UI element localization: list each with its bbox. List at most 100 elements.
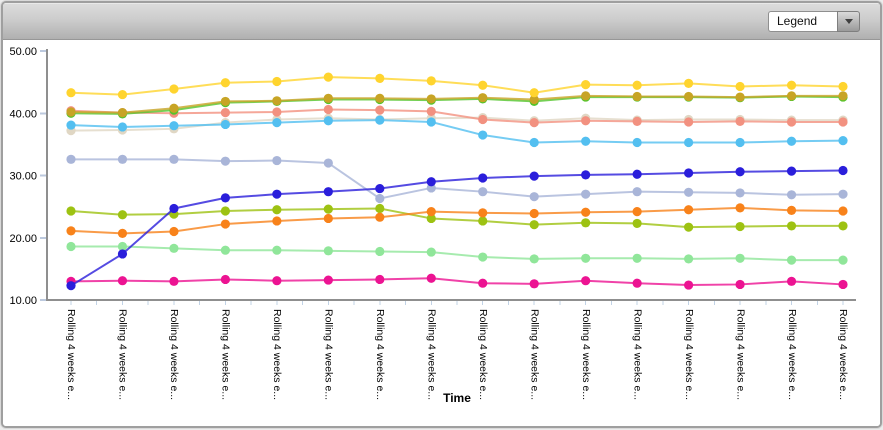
- data-point-light-green[interactable]: [478, 252, 488, 262]
- legend-dropdown[interactable]: Legend: [768, 11, 860, 32]
- data-point-royal-blue[interactable]: [581, 170, 591, 180]
- data-point-magenta[interactable]: [632, 278, 642, 288]
- data-point-sky-blue[interactable]: [786, 136, 797, 146]
- data-point-light-green[interactable]: [169, 243, 179, 253]
- data-point-steel-blue[interactable]: [632, 187, 642, 197]
- data-point-dark-gold[interactable]: [426, 94, 436, 104]
- data-point-sky-blue[interactable]: [426, 117, 436, 127]
- data-point-magenta[interactable]: [838, 279, 848, 290]
- data-point-sky-blue[interactable]: [220, 119, 230, 130]
- data-point-magenta[interactable]: [426, 273, 436, 283]
- data-point-olive-green[interactable]: [220, 206, 230, 216]
- data-point-royal-blue[interactable]: [117, 249, 128, 259]
- legend-dropdown-value[interactable]: Legend: [768, 11, 837, 32]
- data-point-olive-green[interactable]: [529, 220, 539, 230]
- data-point-royal-blue[interactable]: [272, 189, 282, 199]
- data-point-orange[interactable]: [272, 216, 282, 226]
- data-point-royal-blue[interactable]: [838, 165, 848, 176]
- data-point-magenta[interactable]: [272, 276, 282, 286]
- data-point-salmon[interactable]: [375, 105, 385, 115]
- data-point-salmon[interactable]: [838, 117, 848, 127]
- data-point-gold[interactable]: [117, 89, 128, 100]
- data-point-sky-blue[interactable]: [632, 137, 642, 148]
- data-point-magenta[interactable]: [169, 276, 179, 286]
- data-point-olive-green[interactable]: [375, 203, 385, 214]
- data-point-dark-gold[interactable]: [632, 91, 642, 102]
- data-point-gold[interactable]: [632, 80, 642, 90]
- data-point-steel-blue[interactable]: [684, 187, 694, 197]
- data-point-sky-blue[interactable]: [735, 137, 745, 148]
- data-point-dark-gold[interactable]: [220, 96, 230, 107]
- data-point-salmon[interactable]: [426, 106, 436, 116]
- data-point-light-green[interactable]: [272, 245, 282, 255]
- data-point-dark-gold[interactable]: [786, 91, 797, 101]
- data-point-gold[interactable]: [272, 76, 282, 87]
- data-point-gold[interactable]: [323, 72, 333, 82]
- data-point-olive-green[interactable]: [735, 221, 745, 232]
- data-point-steel-blue[interactable]: [220, 156, 230, 166]
- data-point-magenta[interactable]: [529, 279, 539, 289]
- data-point-sky-blue[interactable]: [375, 115, 385, 125]
- data-point-light-green[interactable]: [786, 255, 797, 265]
- data-point-orange[interactable]: [632, 207, 642, 217]
- data-point-dark-gold[interactable]: [117, 108, 128, 118]
- data-point-royal-blue[interactable]: [632, 169, 642, 179]
- data-point-magenta[interactable]: [735, 279, 745, 290]
- data-point-orange[interactable]: [220, 219, 230, 229]
- data-point-steel-blue[interactable]: [169, 154, 179, 164]
- data-point-light-green[interactable]: [117, 241, 128, 252]
- data-point-salmon[interactable]: [632, 116, 642, 126]
- data-point-light-green[interactable]: [375, 246, 385, 257]
- data-point-orange[interactable]: [66, 226, 76, 236]
- data-point-dark-gold[interactable]: [735, 92, 745, 102]
- data-point-royal-blue[interactable]: [169, 203, 179, 214]
- data-point-olive-green[interactable]: [684, 222, 694, 232]
- data-point-orange[interactable]: [735, 203, 745, 213]
- data-point-dark-gold[interactable]: [838, 91, 848, 101]
- data-point-steel-blue[interactable]: [838, 189, 848, 199]
- data-point-salmon[interactable]: [478, 114, 488, 125]
- data-point-light-green[interactable]: [426, 247, 436, 257]
- legend-dropdown-button[interactable]: [837, 11, 860, 32]
- data-point-steel-blue[interactable]: [375, 193, 385, 204]
- data-point-orange[interactable]: [117, 228, 128, 238]
- data-point-magenta[interactable]: [786, 276, 797, 286]
- data-point-light-green[interactable]: [735, 253, 745, 263]
- data-point-olive-green[interactable]: [632, 218, 642, 229]
- data-point-orange[interactable]: [684, 205, 694, 215]
- data-point-dark-gold[interactable]: [684, 91, 694, 102]
- data-point-steel-blue[interactable]: [66, 154, 76, 164]
- data-point-light-green[interactable]: [632, 253, 642, 263]
- data-point-olive-green[interactable]: [581, 218, 591, 228]
- data-point-orange[interactable]: [529, 208, 539, 219]
- data-point-royal-blue[interactable]: [323, 187, 333, 197]
- data-point-dark-gold[interactable]: [478, 93, 488, 103]
- data-point-royal-blue[interactable]: [66, 281, 76, 291]
- data-point-gold[interactable]: [735, 81, 745, 92]
- data-point-salmon[interactable]: [220, 108, 230, 118]
- data-point-steel-blue[interactable]: [529, 192, 539, 202]
- data-point-sky-blue[interactable]: [478, 130, 488, 140]
- data-point-steel-blue[interactable]: [323, 158, 333, 168]
- data-point-salmon[interactable]: [581, 116, 591, 126]
- data-point-magenta[interactable]: [375, 274, 385, 285]
- data-point-orange[interactable]: [838, 206, 848, 216]
- data-point-sky-blue[interactable]: [323, 116, 333, 126]
- data-point-light-green[interactable]: [220, 245, 230, 255]
- data-point-steel-blue[interactable]: [786, 190, 797, 200]
- data-point-gold[interactable]: [66, 88, 76, 98]
- data-point-gold[interactable]: [529, 88, 539, 98]
- data-point-salmon[interactable]: [529, 117, 539, 128]
- data-point-dark-gold[interactable]: [169, 103, 179, 113]
- data-point-gold[interactable]: [478, 80, 488, 90]
- data-point-orange[interactable]: [786, 205, 797, 215]
- data-point-olive-green[interactable]: [786, 221, 797, 231]
- data-point-olive-green[interactable]: [66, 206, 76, 216]
- data-point-royal-blue[interactable]: [684, 168, 694, 178]
- data-point-dark-gold[interactable]: [66, 107, 76, 117]
- data-point-olive-green[interactable]: [323, 204, 333, 214]
- data-point-dark-gold[interactable]: [581, 91, 591, 101]
- data-point-orange[interactable]: [169, 226, 179, 237]
- data-point-magenta[interactable]: [581, 276, 591, 286]
- data-point-steel-blue[interactable]: [117, 154, 128, 164]
